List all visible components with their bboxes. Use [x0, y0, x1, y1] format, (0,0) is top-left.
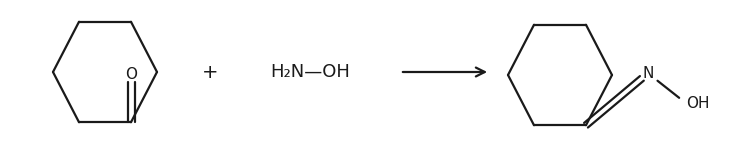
Text: N: N	[642, 66, 653, 81]
Text: H₂N—OH: H₂N—OH	[270, 63, 350, 81]
Text: O: O	[125, 67, 137, 82]
Text: +: +	[201, 62, 218, 81]
Text: OH: OH	[686, 96, 710, 111]
